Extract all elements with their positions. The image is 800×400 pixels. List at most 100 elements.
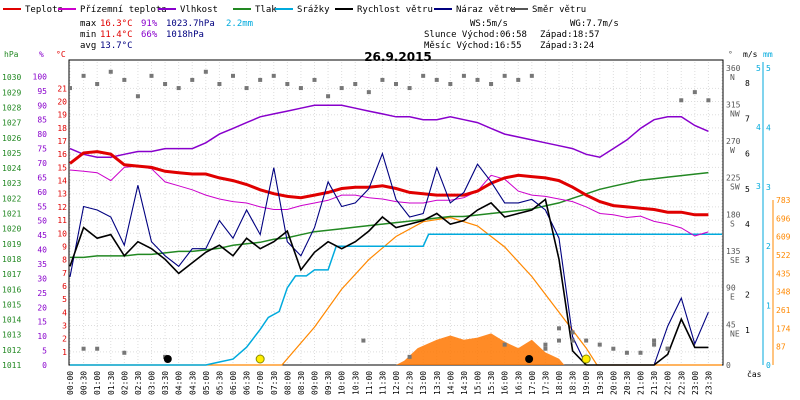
wind-dir-point	[366, 90, 371, 95]
legend-label-pressure: Tlak	[255, 5, 277, 15]
legend-label-humidity: Vlhkost	[180, 5, 218, 15]
info-moon: Měsíc Východ:16:55	[424, 41, 522, 51]
wind-dir-point	[543, 346, 548, 351]
tick-time: 19:00	[582, 371, 591, 395]
tick-time: 23:30	[704, 371, 713, 395]
tick-time: 04:00	[175, 371, 184, 395]
wind-dir-point	[502, 73, 507, 78]
tick-direction-cardinal: S	[730, 219, 735, 228]
tick-temperature: 10	[57, 229, 67, 238]
tick-humidity: 85	[37, 116, 47, 125]
info-wg: WG:7.7m/s	[570, 19, 619, 29]
tick-pressure: 1018	[2, 255, 21, 264]
tick-wind: 8	[745, 79, 750, 88]
tick-pressure: 1028	[2, 103, 21, 112]
tick-humidity: 0	[42, 361, 47, 370]
wind-dir-point	[380, 77, 385, 82]
wind-dir-point	[163, 81, 168, 86]
wind-dir-point	[135, 94, 140, 99]
tick-time: 00:00	[66, 371, 75, 395]
wind-dir-point	[434, 77, 439, 82]
wind-dir-point	[638, 350, 643, 355]
sunrise-marker	[255, 354, 265, 364]
wind-dir-point	[584, 338, 589, 343]
wind-dir-point	[176, 86, 181, 91]
x-axis-label: čas	[747, 369, 762, 379]
tick-humidity: 55	[37, 202, 47, 211]
wind-dir-point	[361, 338, 366, 343]
tick-time: 22:30	[677, 371, 686, 395]
tick-direction: 180	[726, 210, 741, 219]
wind-dir-point	[217, 81, 222, 86]
tick-time: 20:00	[609, 371, 618, 395]
wind-dir-point	[448, 81, 453, 86]
tick-humidity: 70	[37, 159, 47, 168]
tick-time: 01:30	[107, 371, 116, 395]
series-precip	[70, 233, 722, 366]
wind-dir-point	[407, 86, 412, 91]
tick-pressure: 1025	[2, 149, 21, 158]
wind-dir-point	[394, 81, 398, 86]
wind-dir-point	[81, 346, 86, 351]
tick-precip: 2	[766, 242, 771, 251]
tick-humidity: 60	[37, 188, 47, 197]
tick-temperature: 17	[57, 137, 67, 146]
tick-time: 06:30	[243, 371, 252, 395]
unit-humidity: %	[39, 50, 44, 59]
tick-time: 00:30	[80, 371, 89, 395]
tick-pressure: 1027	[2, 119, 21, 128]
tick-temperature: 20	[57, 98, 67, 107]
wind-dir-point	[652, 338, 657, 343]
tick-precip-upper: 3	[756, 182, 761, 191]
tick-time: 13:00	[419, 371, 428, 395]
wind-dir-point	[557, 326, 561, 331]
tick-humidity: 10	[37, 332, 47, 341]
tick-time: 07:00	[256, 371, 265, 395]
tick-direction: 315	[726, 100, 741, 109]
tick-temperature: 2	[62, 335, 67, 344]
tick-time: 18:00	[555, 371, 564, 395]
wind-dir-point	[502, 342, 507, 347]
wind-dir-point	[285, 81, 290, 86]
tick-humidity: 80	[37, 130, 47, 139]
tick-time: 12:00	[392, 371, 401, 395]
tick-time: 15:00	[474, 371, 483, 395]
stat-avg-label: avg	[80, 41, 96, 51]
wind-dir-point	[692, 90, 697, 95]
tick-pressure: 1011	[2, 361, 21, 370]
stat-avg-temp: 13.7°C	[100, 41, 133, 51]
tick-precip: 3	[766, 183, 771, 192]
tick-time: 06:00	[229, 371, 238, 395]
tick-precip-upper: 4	[756, 123, 761, 132]
tick-radiation: 609	[776, 233, 791, 242]
tick-time: 11:00	[365, 371, 374, 395]
tick-humidity: 100	[33, 72, 48, 81]
wind-dir-point	[339, 86, 344, 91]
tick-direction: 270	[726, 137, 741, 146]
tick-temperature: 15	[57, 163, 67, 172]
tick-time: 11:30	[378, 371, 387, 395]
wind-dir-point	[258, 77, 263, 82]
tick-precip: 1	[766, 302, 771, 311]
wind-dir-point	[312, 77, 317, 82]
stats-block: max 16.3°C 91% 1023.7hPa 2.2mm min 11.4°…	[80, 19, 619, 51]
tick-time: 01:00	[93, 371, 102, 395]
tick-precip: 4	[766, 123, 771, 132]
tick-temperature: 6	[62, 282, 67, 291]
tick-time: 13:30	[433, 371, 442, 395]
wind-dir-point	[149, 73, 154, 78]
tick-radiation: 261	[776, 306, 791, 315]
wind-dir-point	[597, 342, 602, 347]
wind-dir-point	[353, 81, 358, 86]
tick-precip: 0	[766, 361, 771, 370]
stat-max-humidity: 91%	[141, 19, 158, 29]
tick-temperature: 4	[62, 308, 67, 317]
tick-direction-cardinal: SW	[730, 183, 740, 192]
tick-humidity: 45	[37, 231, 47, 240]
tick-precip: 5	[766, 64, 771, 73]
tick-humidity: 90	[37, 101, 47, 110]
tick-humidity: 35	[37, 260, 47, 269]
gridlines	[69, 62, 723, 365]
legend-label-wind_gust: Náraz větru	[456, 5, 516, 15]
tick-direction: 45	[726, 320, 736, 329]
